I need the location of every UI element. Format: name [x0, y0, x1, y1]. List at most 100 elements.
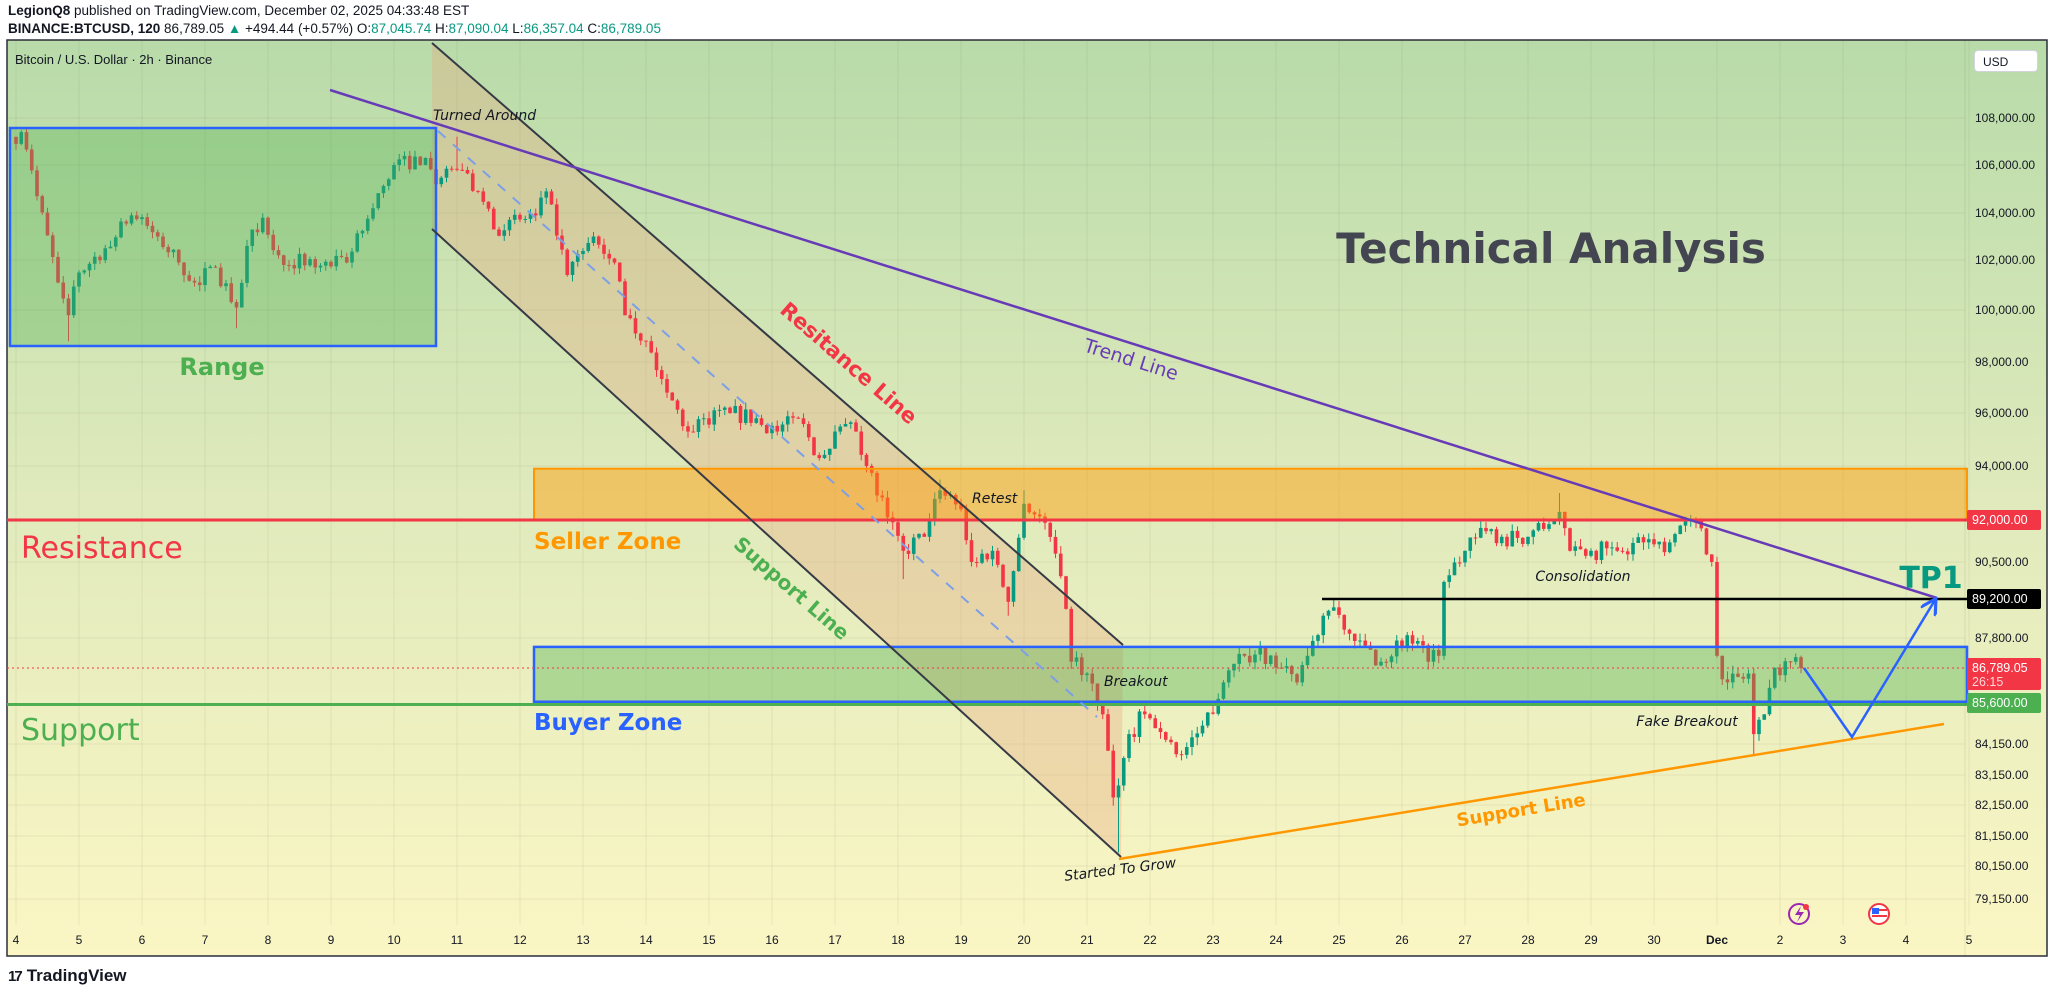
- candle-body: [1079, 657, 1084, 676]
- candle: [1253, 650, 1257, 670]
- author-name[interactable]: LegionQ8: [8, 3, 71, 18]
- breakout-label: Breakout: [1104, 674, 1168, 690]
- candle-body: [1268, 655, 1273, 665]
- candle: [617, 262, 622, 283]
- low-label: L:: [512, 21, 524, 36]
- candle: [1205, 712, 1210, 728]
- trend-line[interactable]: [329, 88, 1938, 600]
- candle-body: [355, 233, 360, 252]
- candle-body: [187, 275, 192, 281]
- last-price: 86,789.05: [164, 21, 225, 36]
- candle-body: [838, 426, 843, 432]
- candle-body: [1274, 655, 1278, 668]
- price-axis[interactable]: 108,000.00 106,000.00 104,000.00 102,000.00…: [1964, 40, 2041, 956]
- candle: [381, 184, 386, 199]
- candle: [271, 229, 276, 255]
- candle-body: [680, 409, 685, 427]
- candle: [1226, 667, 1231, 688]
- rising-support-line[interactable]: [1118, 722, 1945, 861]
- candle: [701, 413, 706, 426]
- candle-body: [1583, 549, 1588, 556]
- price-tick-label: 81,150.00: [1975, 829, 2029, 843]
- channel-resistance-line[interactable]: [431, 42, 1124, 646]
- candle-body: [943, 490, 948, 496]
- candle: [591, 231, 596, 246]
- candle-body: [575, 254, 580, 262]
- candle: [507, 216, 512, 236]
- candle: [759, 414, 764, 427]
- candle: [1730, 665, 1735, 689]
- candle: [1625, 548, 1630, 561]
- candle-body: [1667, 542, 1672, 553]
- candle: [1421, 635, 1425, 654]
- channel-midline[interactable]: [437, 130, 1098, 718]
- candle: [208, 264, 213, 269]
- candle-body: [1531, 530, 1536, 537]
- candle: [896, 520, 900, 542]
- candle: [1620, 547, 1625, 554]
- candle: [129, 212, 134, 226]
- range-label: Range: [179, 353, 264, 381]
- candle: [917, 533, 921, 540]
- candle: [1032, 510, 1037, 520]
- candle: [575, 249, 580, 267]
- up-arrow-icon: ▲: [227, 21, 242, 36]
- candle: [1069, 606, 1074, 669]
- candle: [806, 421, 811, 442]
- candle-body: [460, 169, 465, 171]
- candle: [1667, 539, 1672, 554]
- lightning-event-icon[interactable]: [1788, 903, 1810, 925]
- candle-body: [864, 454, 869, 466]
- seller-zone-label: Seller Zone: [534, 529, 681, 555]
- candle: [1772, 667, 1777, 690]
- candle-body: [591, 236, 596, 243]
- candle-body: [1258, 646, 1263, 655]
- candle-body: [381, 185, 386, 194]
- candle: [995, 547, 1000, 568]
- seller-zone[interactable]: [533, 467, 1968, 522]
- candle: [927, 513, 932, 542]
- high-value: 87,090.04: [448, 21, 509, 36]
- time-axis[interactable]: 4 5 6 7 8 9 10 11 12 13 14 15 16 17 18 19 20 21 22 23 24 25 26…: [13, 933, 1973, 947]
- candle: [1510, 524, 1515, 547]
- candle: [659, 365, 664, 385]
- candle: [192, 277, 197, 287]
- tradingview-logo[interactable]: 17 TradingView: [8, 966, 127, 986]
- candle: [460, 163, 465, 172]
- candle: [1363, 633, 1368, 648]
- candle-body: [171, 249, 176, 253]
- candle: [838, 424, 843, 435]
- channel-support-line[interactable]: [431, 228, 1122, 858]
- candle: [444, 165, 449, 183]
- us-flag-icon[interactable]: [1868, 903, 1890, 925]
- chart-pane[interactable]: [6, 39, 2048, 957]
- candle-body: [1757, 719, 1761, 735]
- candle-body: [1011, 571, 1016, 602]
- candle-body: [644, 340, 648, 342]
- price-badge-bg: [1967, 657, 2041, 690]
- candle: [665, 373, 669, 398]
- candle: [691, 424, 696, 433]
- currency-button[interactable]: USD: [1974, 50, 2038, 72]
- candle: [1006, 586, 1011, 616]
- candle: [229, 277, 234, 304]
- candle-body: [1400, 640, 1404, 648]
- buyer-zone[interactable]: [532, 645, 1969, 705]
- candle: [376, 193, 381, 211]
- candle: [108, 240, 113, 249]
- candle-body: [980, 553, 984, 563]
- projection-arrow[interactable]: [1802, 600, 1935, 740]
- candle-body: [365, 218, 370, 231]
- candle: [1646, 533, 1651, 549]
- candle-body: [1489, 529, 1494, 532]
- candle-body: [218, 267, 223, 287]
- candle: [1148, 712, 1152, 721]
- candle-body: [145, 217, 150, 226]
- candle: [1074, 651, 1079, 667]
- range-box[interactable]: [8, 126, 438, 348]
- candle: [1137, 709, 1142, 743]
- candle: [1111, 744, 1116, 806]
- candle-body: [1473, 537, 1478, 539]
- candle: [1300, 661, 1305, 687]
